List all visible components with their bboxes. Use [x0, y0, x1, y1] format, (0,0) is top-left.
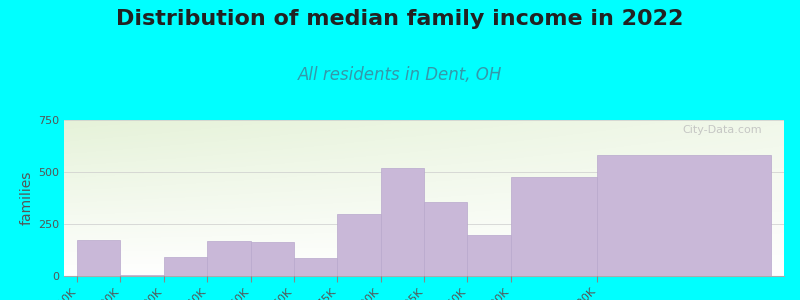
- Text: City-Data.com: City-Data.com: [682, 125, 762, 135]
- Bar: [294, 258, 338, 276]
- Y-axis label: families: families: [20, 171, 34, 225]
- Bar: [338, 214, 381, 276]
- Bar: [510, 177, 598, 276]
- Text: Distribution of median family income in 2022: Distribution of median family income in …: [116, 9, 684, 29]
- Text: All residents in Dent, OH: All residents in Dent, OH: [298, 66, 502, 84]
- Bar: [381, 168, 424, 276]
- Bar: [207, 241, 250, 276]
- Bar: [467, 236, 510, 276]
- Bar: [120, 275, 164, 276]
- Bar: [250, 242, 294, 276]
- Bar: [77, 240, 120, 276]
- Bar: [598, 155, 771, 276]
- Bar: [164, 257, 207, 276]
- Bar: [424, 202, 467, 276]
